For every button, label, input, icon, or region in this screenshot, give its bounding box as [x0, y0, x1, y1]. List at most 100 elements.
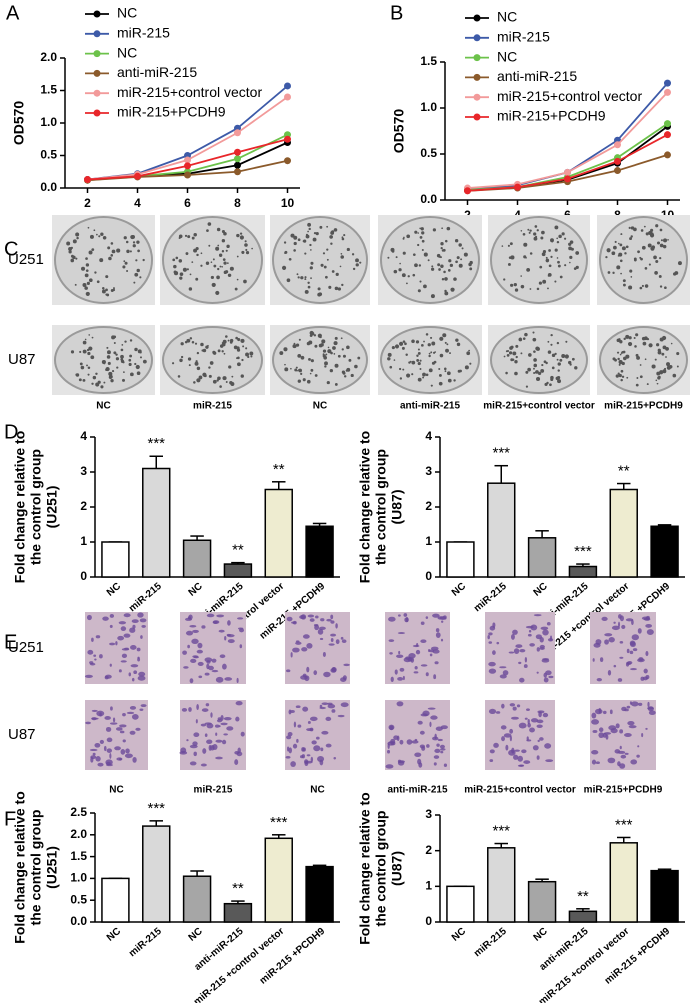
- colony: [108, 371, 113, 376]
- cell: [538, 711, 542, 718]
- colony: [75, 373, 80, 377]
- cell: [305, 760, 313, 764]
- bar: [446, 541, 475, 578]
- cell: [227, 620, 231, 626]
- colony: [421, 239, 425, 243]
- colony: [667, 239, 669, 241]
- cell: [499, 674, 507, 679]
- colony: [240, 374, 244, 378]
- cell: [186, 739, 189, 742]
- cell: [503, 733, 512, 738]
- cell: [435, 628, 440, 633]
- colony: [633, 258, 637, 262]
- cell: [132, 756, 137, 763]
- cell: [189, 761, 197, 766]
- colony: [132, 241, 136, 244]
- bar: [527, 880, 557, 923]
- colony: [625, 245, 629, 249]
- colony: [445, 348, 449, 353]
- colony: [309, 266, 313, 270]
- colony: [96, 280, 100, 284]
- bar: [264, 488, 293, 578]
- cell: [429, 649, 435, 653]
- colony: [313, 231, 317, 235]
- data-point: [664, 88, 671, 96]
- colony: [308, 227, 311, 231]
- colony: [411, 339, 415, 344]
- colony: [621, 350, 624, 354]
- cell: [432, 649, 440, 654]
- cell: [116, 757, 123, 761]
- colony: [625, 334, 630, 339]
- colony: [455, 338, 459, 342]
- y-tick-label: 0: [80, 569, 87, 583]
- bar: [487, 482, 516, 578]
- cell: [532, 745, 539, 751]
- cell: [525, 625, 534, 629]
- colony: [86, 348, 90, 352]
- cell: [511, 716, 519, 720]
- cell: [530, 624, 538, 631]
- significance: **: [232, 880, 244, 897]
- cell: [215, 732, 218, 736]
- cell: [227, 639, 235, 644]
- cell: [607, 669, 612, 676]
- colony: [415, 340, 420, 344]
- cell: [106, 748, 112, 753]
- colony: [68, 250, 72, 254]
- row-label: U87: [8, 726, 36, 743]
- colony: [184, 234, 188, 237]
- colony: [532, 331, 535, 334]
- cell: [546, 622, 551, 626]
- cell: [206, 739, 213, 745]
- colony: [84, 273, 89, 278]
- cell: [117, 635, 125, 641]
- cell: [516, 704, 521, 708]
- colony: [662, 244, 667, 249]
- y-tick-label: 4: [80, 429, 87, 443]
- dish: [54, 216, 153, 304]
- cell: [337, 714, 345, 718]
- bar: [487, 847, 516, 923]
- y-tick-label: 0.5: [40, 148, 57, 162]
- colony: [522, 232, 526, 236]
- data-point: [284, 135, 291, 143]
- colony: [398, 367, 402, 371]
- cell: [434, 748, 441, 754]
- colony: [340, 252, 343, 255]
- colony: [619, 353, 622, 356]
- colony: [231, 375, 234, 378]
- cell: [519, 649, 526, 653]
- bar: [609, 488, 638, 578]
- cell: [206, 660, 211, 664]
- cell: [508, 651, 515, 654]
- y-axis-label: (U251): [44, 486, 60, 529]
- colony: [446, 343, 449, 346]
- colony: [342, 354, 346, 358]
- cell: [630, 759, 638, 765]
- colony: [76, 236, 79, 240]
- cell: [509, 703, 516, 707]
- colony: [222, 258, 226, 261]
- panel-letter: E: [4, 631, 17, 653]
- colony: [533, 367, 535, 370]
- legend-marker: [93, 30, 101, 38]
- colony: [329, 235, 333, 239]
- cell: [611, 625, 620, 631]
- cell: [626, 648, 630, 654]
- cell: [301, 754, 306, 759]
- cell: [624, 708, 629, 712]
- bar: [650, 525, 679, 578]
- colony: [306, 379, 311, 384]
- cell: [613, 621, 616, 624]
- cell: [523, 760, 531, 764]
- colony: [343, 234, 346, 237]
- cell: [548, 675, 554, 679]
- cell: [419, 730, 425, 735]
- colony: [357, 356, 361, 360]
- colony: [637, 250, 640, 254]
- cell: [591, 759, 597, 765]
- cell: [204, 657, 213, 663]
- cell: [550, 635, 553, 641]
- colony: [654, 358, 657, 361]
